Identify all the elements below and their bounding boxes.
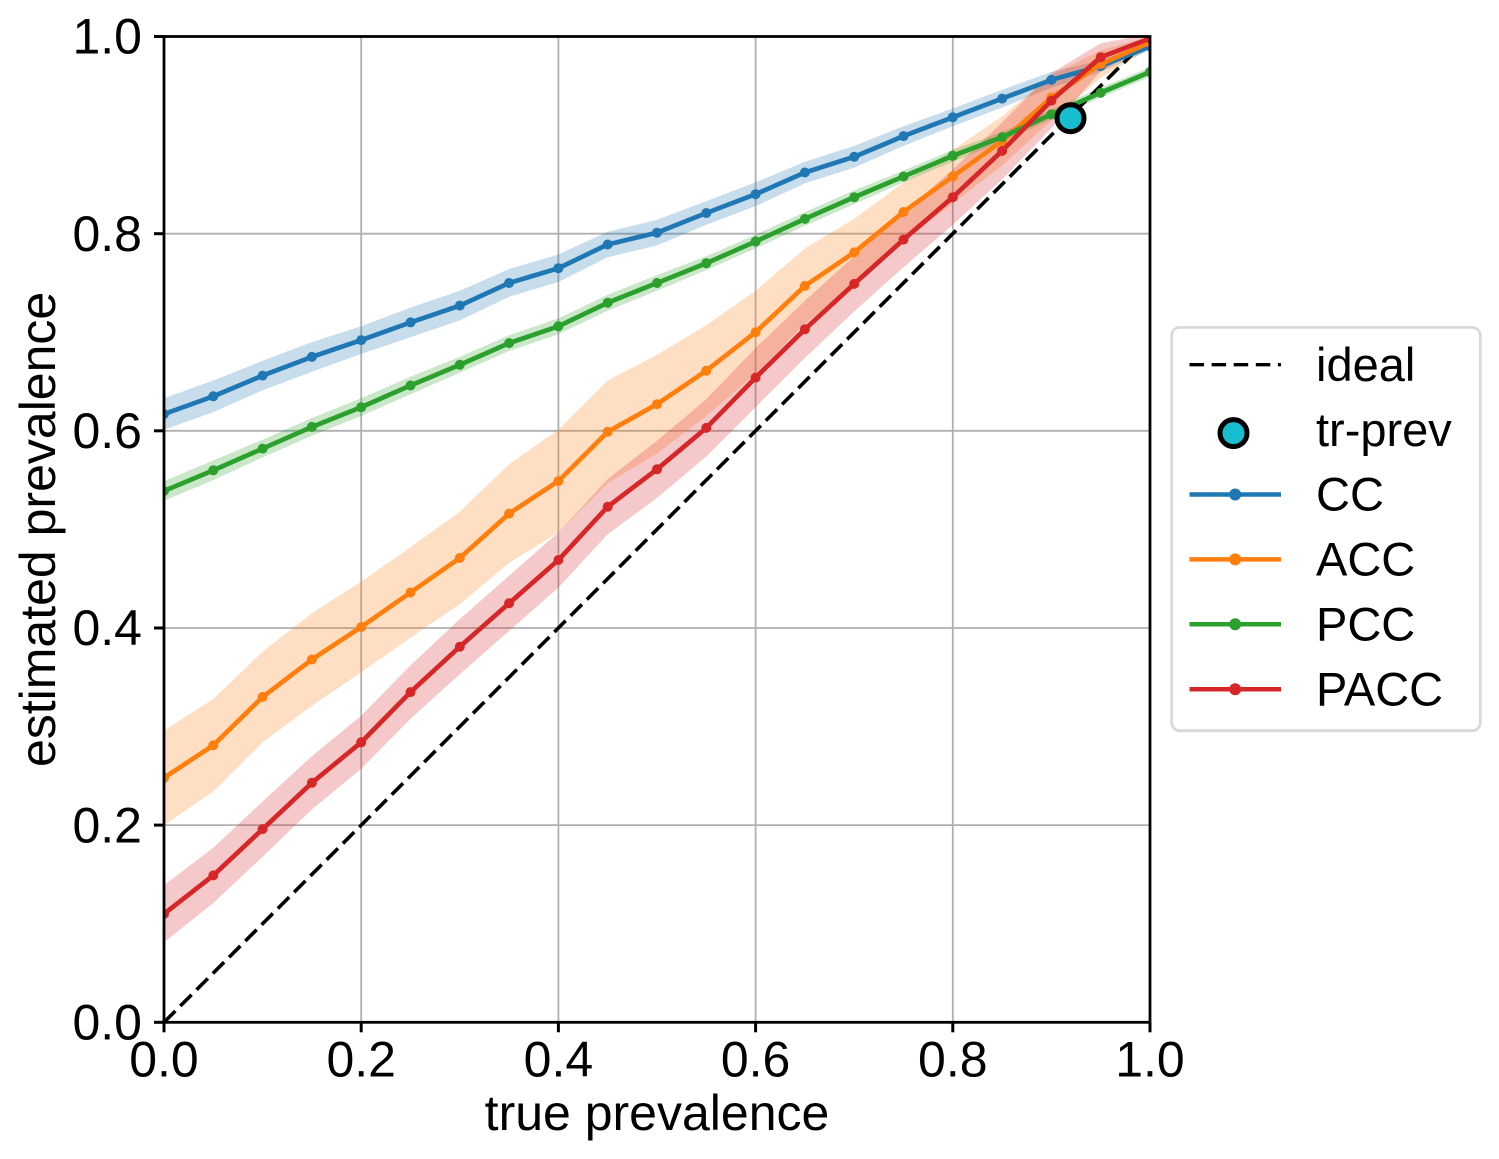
svg-text:0.6: 0.6 (72, 403, 142, 459)
svg-text:0.4: 0.4 (524, 1032, 594, 1088)
svg-text:ACC: ACC (1316, 533, 1415, 586)
svg-text:0.0: 0.0 (129, 1032, 199, 1088)
svg-text:0.4: 0.4 (72, 600, 142, 656)
svg-text:0.8: 0.8 (72, 206, 142, 262)
svg-text:1.0: 1.0 (72, 9, 142, 65)
svg-text:tr-prev: tr-prev (1316, 403, 1452, 456)
svg-text:1.0: 1.0 (1115, 1032, 1185, 1088)
svg-text:0.6: 0.6 (721, 1032, 791, 1088)
svg-text:0.0: 0.0 (72, 995, 142, 1051)
svg-text:estimated prevalence: estimated prevalence (10, 292, 66, 767)
svg-text:0.2: 0.2 (72, 797, 142, 853)
svg-text:0.8: 0.8 (918, 1032, 988, 1088)
svg-text:true prevalence: true prevalence (485, 1085, 830, 1141)
svg-text:CC: CC (1316, 468, 1384, 521)
svg-text:0.2: 0.2 (326, 1032, 396, 1088)
svg-text:PACC: PACC (1316, 662, 1443, 715)
svg-text:PCC: PCC (1316, 598, 1415, 651)
svg-text:ideal: ideal (1316, 338, 1415, 391)
